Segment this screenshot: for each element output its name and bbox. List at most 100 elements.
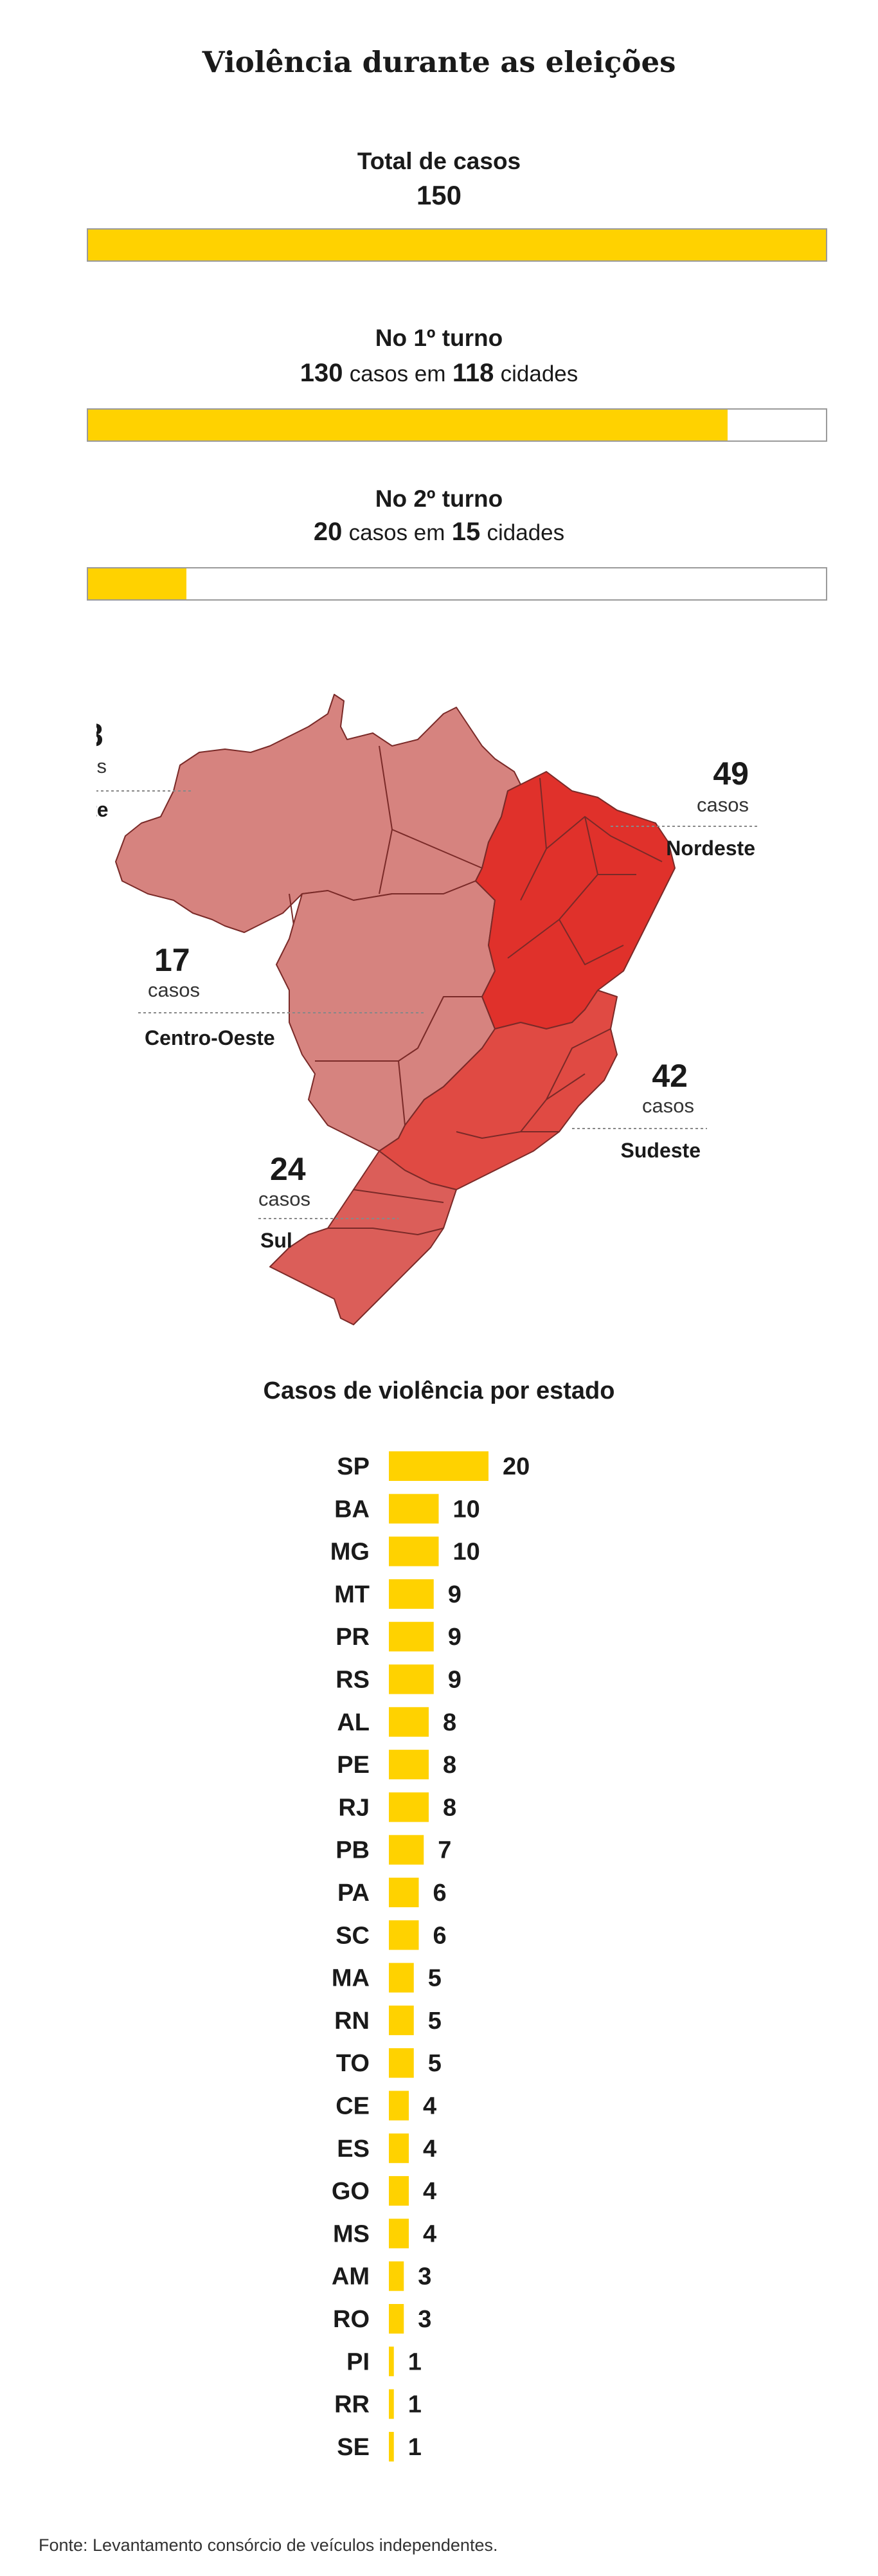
centro-oeste-name: Centro-Oeste [145, 1026, 275, 1049]
state-label-se: SE [337, 2434, 370, 2461]
norte-casos: casos [96, 755, 107, 777]
state-bar-sc [389, 1920, 419, 1950]
state-bar-am [389, 2261, 404, 2291]
state-value-mt: 9 [448, 1581, 461, 1608]
state-bar-ms [389, 2218, 409, 2249]
state-bar-sp [389, 1451, 488, 1481]
state-value-ro: 3 [418, 2306, 431, 2333]
state-value-se: 1 [408, 2434, 422, 2461]
label-sul: 24 casos Sul [258, 1151, 399, 1252]
state-label-rs: RS [336, 1667, 370, 1694]
state-label-es: ES [337, 2136, 370, 2163]
state-value-rj: 8 [443, 1794, 456, 1821]
state-bar-se [389, 2431, 394, 2462]
total-bar-track [87, 228, 827, 262]
norte-value: 18 [96, 717, 103, 753]
turno1-cities: 118 [452, 359, 494, 387]
nordeste-state-lines [507, 777, 663, 965]
state-label-rn: RN [334, 2008, 370, 2035]
centro-oeste-casos: casos [148, 979, 200, 1001]
state-bar-rr [389, 2389, 394, 2419]
turno2-label: No 2º turno [375, 485, 503, 512]
state-value-pr: 9 [448, 1624, 461, 1651]
state-bar-rn [389, 2005, 414, 2035]
state-value-sc: 6 [433, 1922, 447, 1949]
state-chart-title: Casos de violência por estado [263, 1377, 615, 1404]
total-value: 150 [416, 180, 462, 210]
turno1-summary: 130 casos em 118 cidades [0, 359, 878, 388]
sul-casos: casos [258, 1188, 310, 1210]
state-bar-rj [389, 1792, 429, 1822]
state-value-pe: 8 [443, 1752, 456, 1779]
nordeste-value: 49 [713, 756, 749, 792]
sul-state-lines [328, 1189, 444, 1235]
state-value-rr: 1 [408, 2391, 422, 2418]
norte-state-lines [289, 745, 483, 939]
state-bar-ba [389, 1494, 439, 1524]
state-label-rj: RJ [338, 1794, 370, 1821]
state-label-ms: MS [333, 2220, 370, 2247]
state-bar-chart: SP 20 BA 10 MG 10 MT 9 PR 9 RS 9 AL 8 PE 8 RJ 8 PB 7 PA 6 SC 6 M… [330, 1451, 530, 2462]
turno1-casos-word: casos em [349, 361, 446, 386]
turno2-cidades-word: cidades [487, 520, 565, 545]
label-sudeste: 42 casos Sudeste [572, 1058, 707, 1162]
state-value-rs: 9 [448, 1667, 461, 1694]
source-note: Fonte: Levantamento consórcio de veículo… [39, 2535, 498, 2555]
turno2-bar-track [87, 567, 827, 601]
state-value-am: 3 [418, 2263, 431, 2290]
state-label-mg: MG [330, 1539, 370, 1566]
state-bar-go [389, 2176, 409, 2206]
state-value-pb: 7 [438, 1837, 451, 1864]
state-bar-pe [389, 1750, 429, 1780]
state-bar-rs [389, 1664, 434, 1694]
turno2-bar-fill [88, 568, 187, 599]
turno1-cidades-word: cidades [500, 361, 578, 386]
turno1-cases: 130 [300, 359, 343, 387]
state-value-pi: 1 [408, 2348, 422, 2375]
state-label-to: TO [336, 2050, 370, 2077]
state-value-rn: 5 [428, 2008, 442, 2035]
state-bar-mg [389, 1536, 439, 1566]
state-value-al: 8 [443, 1709, 456, 1736]
state-label-pi: PI [346, 2348, 370, 2375]
label-centro-oeste: 17 casos Centro-Oeste [138, 942, 424, 1049]
state-label-ba: BA [334, 1496, 370, 1523]
turno2-cases: 20 [313, 518, 343, 546]
state-bar-mt [389, 1579, 434, 1609]
centro-oeste-state-lines [315, 996, 482, 1126]
total-label: Total de casos [357, 148, 521, 174]
turno1-bar-track [87, 408, 827, 442]
sudeste-state-lines [456, 1028, 611, 1139]
brazil-region-map: 18 casos Norte 49 casos Nordeste 17 caso… [96, 694, 758, 1325]
state-label-ro: RO [333, 2306, 370, 2333]
turno2-casos-word: casos em [348, 520, 445, 545]
nordeste-casos: casos [697, 794, 749, 816]
state-value-es: 4 [423, 2136, 436, 2163]
state-bar-ma [389, 1963, 414, 1993]
total-bar-fill [88, 230, 826, 260]
state-value-ms: 4 [423, 2220, 436, 2247]
state-value-to: 5 [428, 2050, 442, 2077]
nordeste-name: Nordeste [666, 837, 755, 860]
turno2-summary: 20 casos em 15 cidades [0, 518, 878, 547]
turno1-label: No 1º turno [375, 325, 503, 351]
sudeste-casos: casos [642, 1094, 694, 1117]
state-bar-ro [389, 2304, 404, 2334]
state-label-rr: RR [334, 2391, 370, 2418]
state-value-go: 4 [423, 2178, 436, 2205]
state-value-sp: 20 [503, 1453, 530, 1480]
label-nordeste: 49 casos Nordeste [611, 756, 758, 860]
state-label-pr: PR [336, 1624, 370, 1651]
chart-title: Violência durante as eleições [202, 45, 676, 79]
turno1-bar-fill [88, 410, 728, 440]
state-label-pe: PE [337, 1752, 370, 1779]
state-bar-es [389, 2133, 409, 2163]
turno2-cities: 15 [451, 518, 481, 546]
state-bar-pb [389, 1835, 424, 1865]
norte-name: Norte [96, 798, 109, 821]
state-label-sp: SP [337, 1453, 370, 1480]
state-value-mg: 10 [453, 1539, 480, 1566]
state-bar-al [389, 1707, 429, 1737]
state-label-ma: MA [332, 1965, 370, 1992]
sul-name: Sul [260, 1229, 292, 1252]
